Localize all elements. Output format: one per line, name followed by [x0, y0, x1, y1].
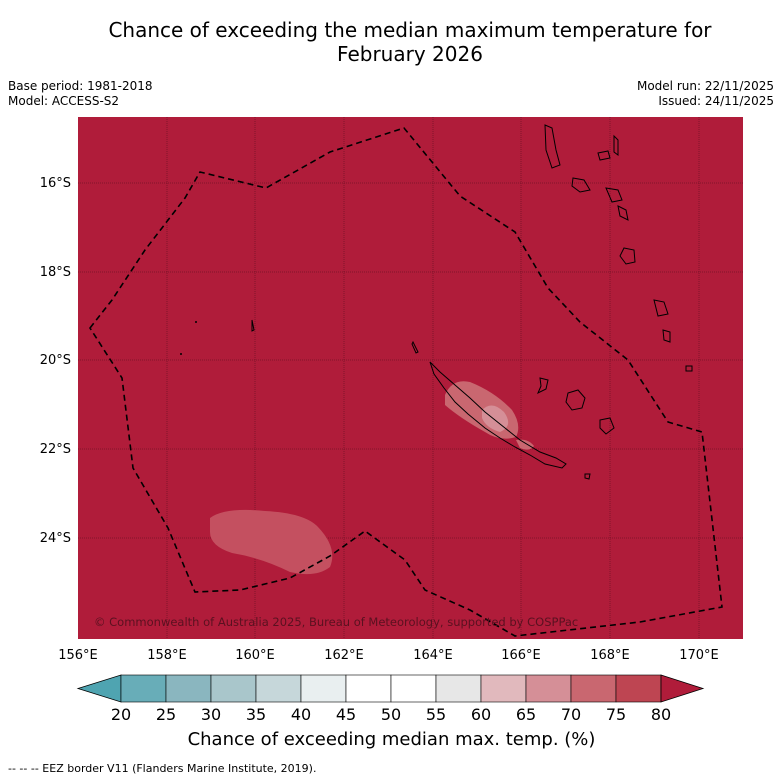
colorbar-bin [255, 674, 302, 703]
colorbar-extend-high [660, 674, 705, 703]
tiny-island [251, 319, 255, 332]
longitude-label: 164°E [413, 648, 453, 663]
belep-island [411, 340, 419, 354]
probability-patch-small [516, 439, 534, 450]
title-line-1: Chance of exceeding the median maximum t… [108, 18, 712, 42]
model-name: Model: ACCESS-S2 [8, 94, 120, 108]
run-info: Model run: 22/11/2025 Issued: 24/11/2025 [637, 79, 774, 109]
colorbar-tick-label: 20 [111, 705, 131, 724]
colorbar-tick-label: 30 [201, 705, 221, 724]
longitude-labels: 156°E 158°E 160°E 162°E 164°E 166°E 168°E 170°E [58, 648, 719, 663]
colorbar: 20 25 30 35 40 45 50 55 60 65 70 75 80 [76, 674, 705, 724]
lifou-island [565, 389, 586, 411]
tiny-island [180, 353, 182, 355]
latitude-label: 20°S [40, 353, 71, 368]
latitude-label: 22°S [40, 442, 71, 457]
colorbar-bin [570, 674, 617, 703]
longitude-label: 162°E [324, 648, 364, 663]
colorbar-bin [615, 674, 662, 703]
model-run: Model run: 22/11/2025 [636, 79, 774, 93]
latitude-label: 18°S [40, 265, 71, 280]
longitude-label: 170°E [679, 648, 719, 663]
latitude-label: 16°S [40, 176, 71, 191]
tiny-island [195, 321, 197, 323]
walpole-island [584, 473, 591, 480]
colorbar-tick-label: 65 [516, 705, 536, 724]
colorbar-extend-low [76, 674, 122, 703]
mare-island [599, 417, 615, 435]
base-period: Base period: 1981-2018 [8, 79, 153, 93]
longitude-label: 168°E [590, 648, 630, 663]
colorbar-tick-label: 35 [246, 705, 266, 724]
latitude-label: 24°S [40, 531, 71, 546]
longitude-label: 160°E [235, 648, 275, 663]
title-line-2: February 2026 [337, 42, 483, 66]
colorbar-bin [120, 674, 167, 703]
colorbar-bin [435, 674, 482, 703]
longitude-label: 156°E [58, 648, 98, 663]
longitude-label: 158°E [147, 648, 187, 663]
longitude-label: 166°E [501, 648, 541, 663]
eez-legend: -- -- -- EEZ border V11 (Flanders Marine… [8, 762, 317, 775]
ouvea-island [537, 377, 549, 395]
latitude-labels: 16°S 18°S 20°S 22°S 24°S [40, 176, 71, 546]
probability-patch-west [210, 509, 333, 575]
colorbar-bin [165, 674, 212, 703]
colorbar-tick-label: 80 [651, 705, 671, 724]
colorbar-bin [300, 674, 347, 703]
colorbar-bin [480, 674, 527, 703]
colorbar-tick-label: 60 [471, 705, 491, 724]
colorbar-tick-label: 45 [336, 705, 356, 724]
colorbar-tick-label: 40 [291, 705, 311, 724]
issued-date: Issued: 24/11/2025 [658, 94, 774, 108]
colorbar-bin [390, 674, 437, 703]
map-title: Chance of exceeding the median maximum t… [0, 18, 781, 66]
colorbar-tick-label: 75 [606, 705, 626, 724]
colorbar-tick-label: 55 [426, 705, 446, 724]
colorbar-tick-label: 70 [561, 705, 581, 724]
colorbar-tick-label: 50 [381, 705, 401, 724]
colorbar-label: Chance of exceeding median max. temp. (%… [187, 729, 596, 750]
new-caledonia-mainland [429, 361, 567, 469]
graticule [78, 117, 743, 639]
colorbar-bin [210, 674, 257, 703]
colorbar-bin [345, 674, 392, 703]
colorbar-tick-label: 25 [156, 705, 176, 724]
map-panel [78, 117, 743, 639]
colorbar-bin [525, 674, 572, 703]
eez-border [89, 127, 723, 637]
copyright-notice: © Commonwealth of Australia 2025, Bureau… [94, 615, 578, 629]
vanuatu-islands [544, 124, 693, 372]
model-info: Base period: 1981-2018 Model: ACCESS-S2 [8, 79, 153, 109]
